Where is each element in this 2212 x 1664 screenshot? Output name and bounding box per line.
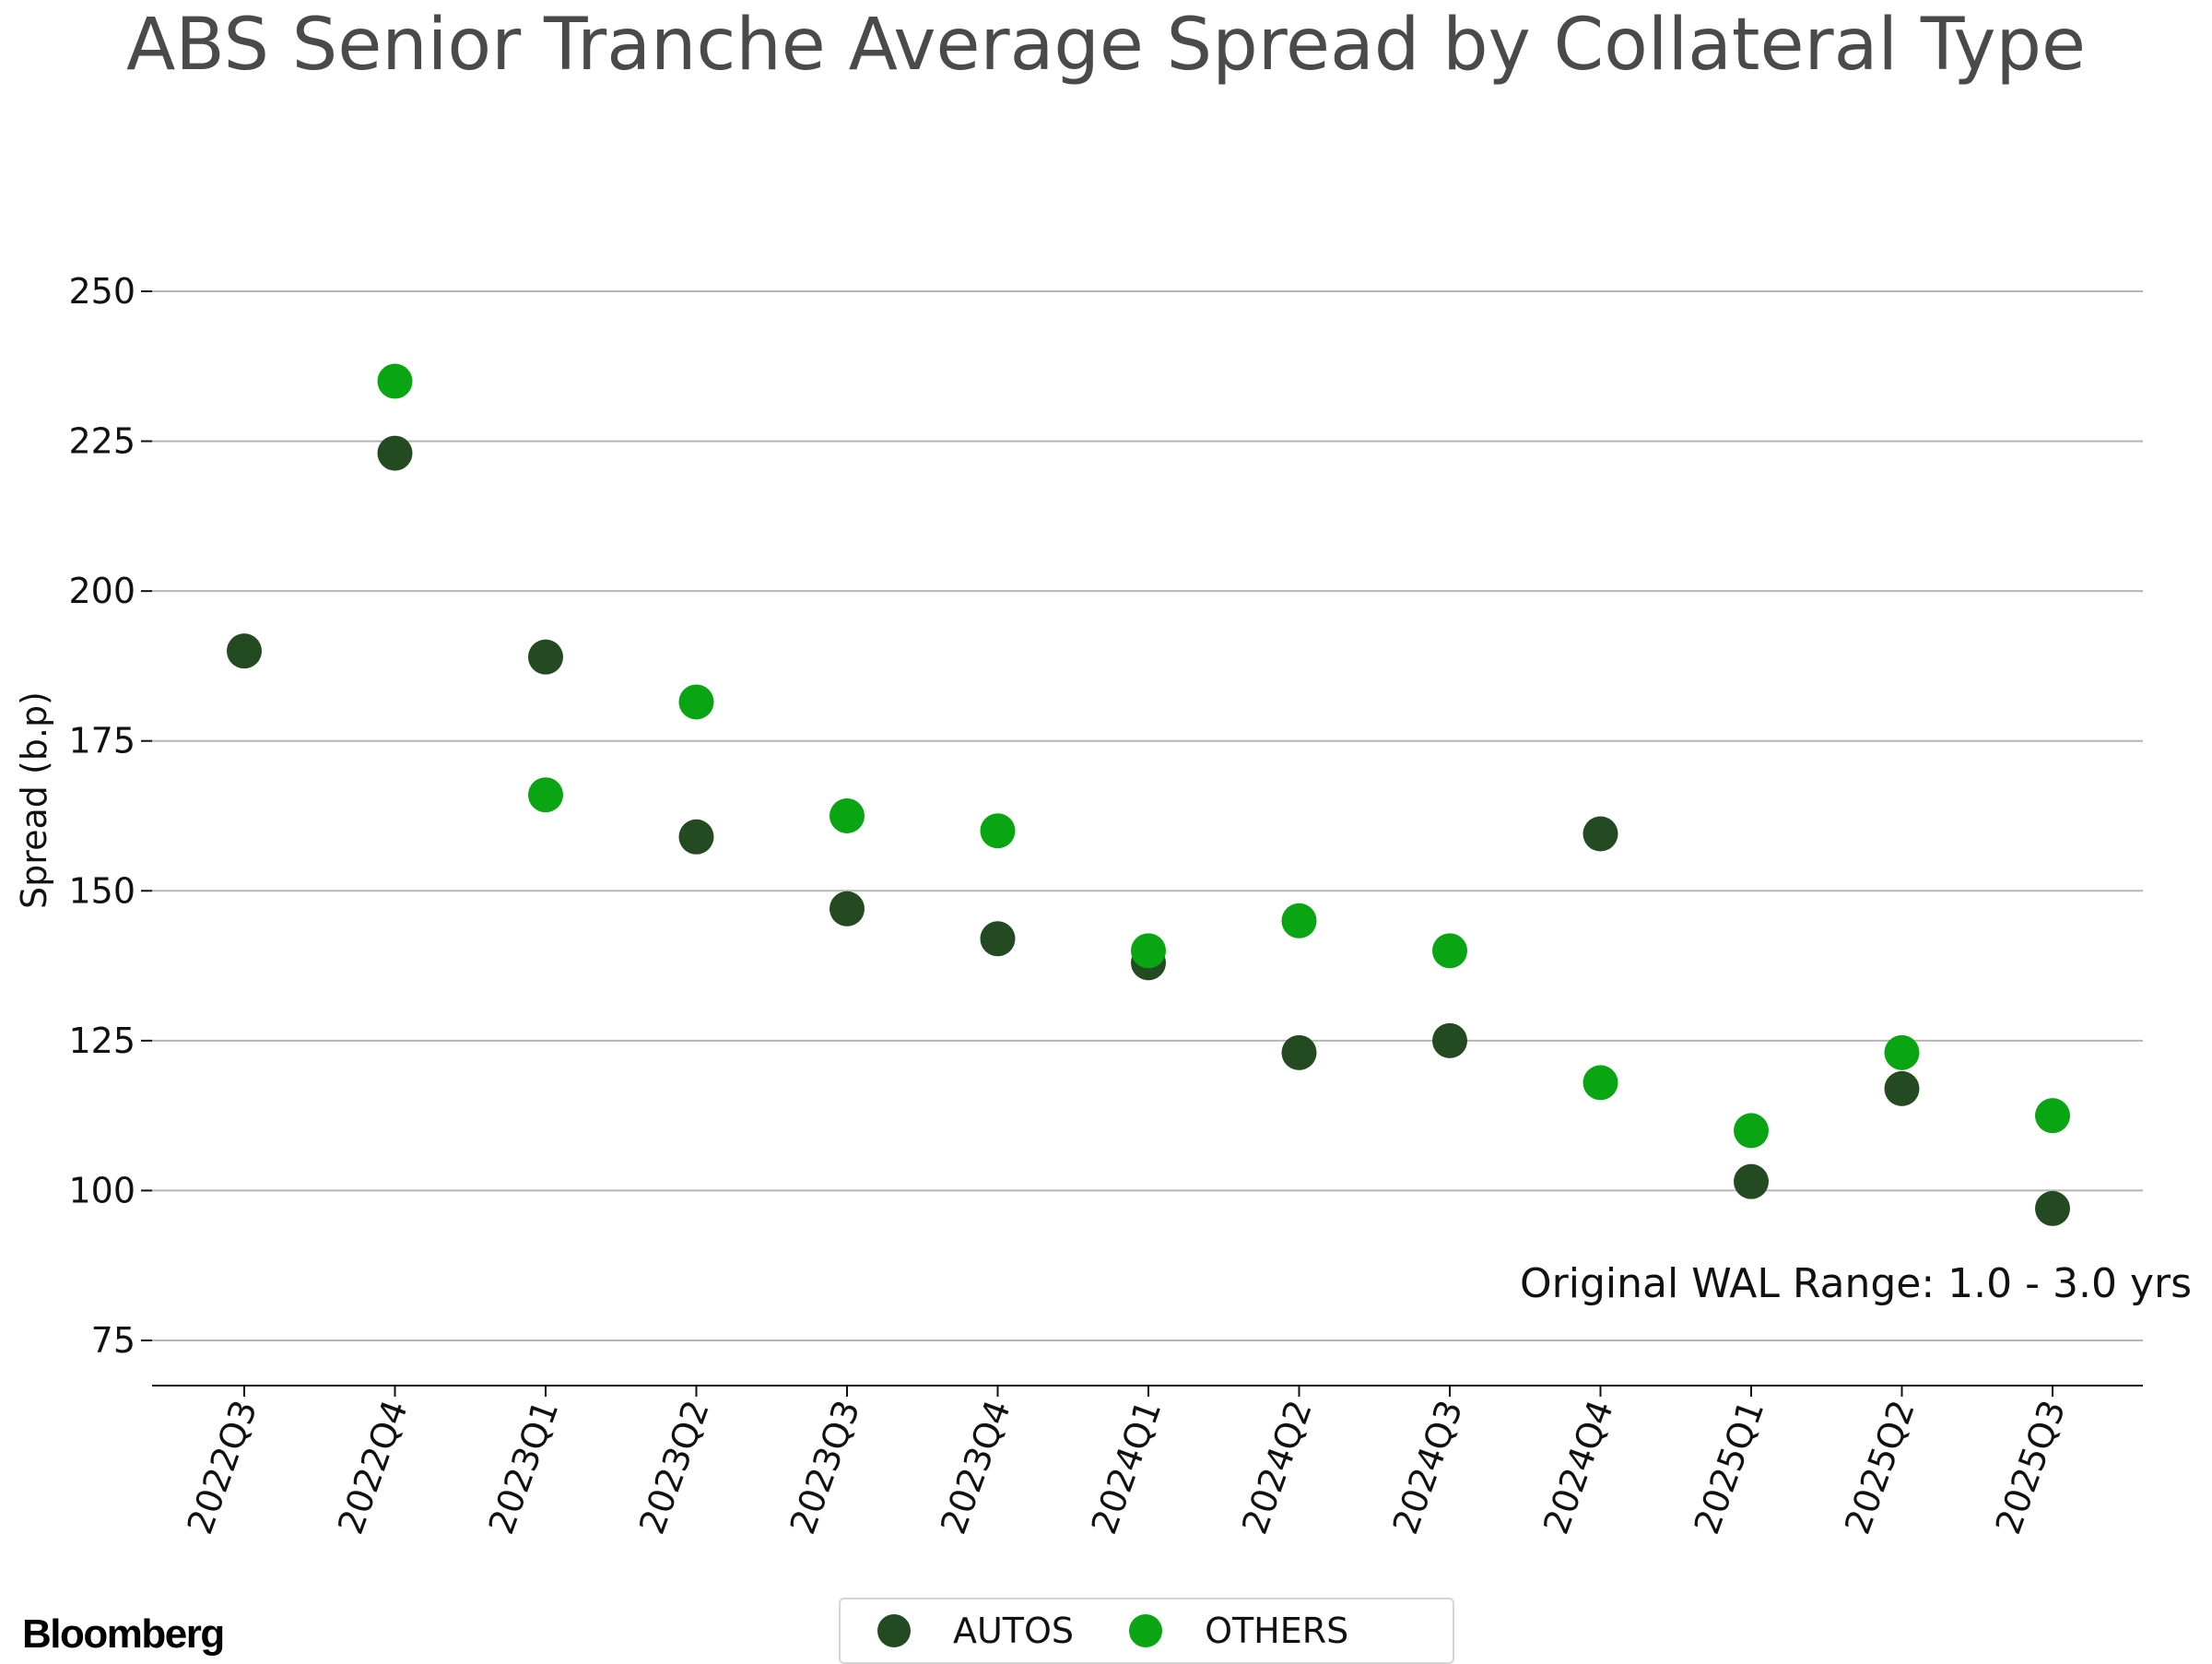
x-tick-label: 2025Q2 [1837,1395,1923,1540]
y-tick-label: 150 [68,870,135,911]
data-point-autos [1432,1022,1467,1058]
x-tick-label: 2024Q1 [1084,1395,1170,1540]
x-tick-label: 2024Q3 [1385,1395,1471,1540]
y-axis-title: Spread (b.p) [14,691,54,909]
x-tick-label: 2022Q4 [330,1395,416,1540]
data-point-autos [678,819,714,855]
data-point-autos [2035,1190,2070,1226]
data-point-autos [528,639,563,675]
data-point-others [830,798,865,833]
data-point-others [1131,933,1166,969]
y-tick-label: 75 [91,1320,135,1361]
data-point-others [1281,903,1317,938]
x-tick-label: 2025Q1 [1687,1395,1772,1540]
legend-item-autos: AUTOS [877,1599,1074,1662]
legend-marker [877,1614,911,1647]
data-point-others [1884,1034,1920,1070]
x-tick-label: 2024Q2 [1234,1395,1320,1540]
data-point-autos [1583,816,1618,852]
data-point-others [1432,933,1467,969]
data-point-autos [1734,1163,1769,1199]
x-tick-label: 2023Q2 [631,1395,717,1540]
legend-marker [1129,1614,1163,1647]
data-point-autos [377,435,413,471]
x-tick-label: 2023Q1 [481,1395,567,1540]
y-tick-label: 200 [68,571,135,611]
bloomberg-logo: Bloomberg [22,1611,225,1657]
data-point-others [980,813,1016,849]
wal-range-annotation: Original WAL Range: 1.0 - 3.0 yrs [1520,1260,2192,1307]
y-tick-label: 125 [68,1021,135,1061]
data-point-autos [227,633,262,669]
x-tick-label: 2022Q3 [180,1395,265,1540]
data-point-autos [980,921,1016,957]
y-tick-label: 175 [68,721,135,761]
y-tick-label: 100 [68,1170,135,1210]
data-point-autos [1884,1070,1920,1106]
y-tick-label: 225 [68,421,135,462]
x-tick-label: 2023Q3 [782,1395,868,1540]
data-point-autos [830,891,865,926]
data-point-others [528,777,563,813]
legend: AUTOS OTHERS [839,1598,1454,1664]
data-point-others [2035,1098,2070,1134]
legend-label: OTHERS [1205,1611,1349,1651]
y-tick-label: 250 [68,271,135,312]
data-point-others [1734,1113,1769,1149]
legend-label: AUTOS [953,1611,1075,1651]
x-tick-label: 2024Q4 [1535,1395,1621,1540]
data-point-others [678,684,714,720]
chart-title: ABS Senior Tranche Average Spread by Col… [126,4,2086,87]
data-point-others [1583,1065,1618,1101]
data-point-autos [1281,1034,1317,1070]
legend-item-others: OTHERS [1129,1599,1348,1662]
data-point-others [377,363,413,399]
x-tick-label: 2023Q4 [933,1395,1018,1540]
x-tick-label: 2025Q3 [1988,1395,2074,1540]
